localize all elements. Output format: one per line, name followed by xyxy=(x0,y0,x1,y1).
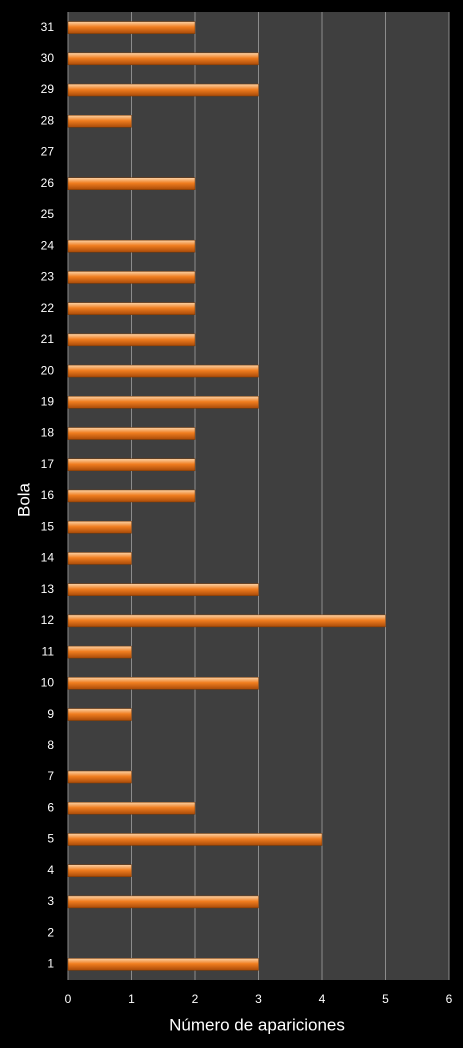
y-tick-label: 22 xyxy=(41,301,55,315)
x-tick-label: 1 xyxy=(128,992,135,1006)
y-tick-label: 8 xyxy=(47,738,54,752)
bar xyxy=(67,802,196,815)
y-tick-label: 19 xyxy=(41,394,55,408)
bar xyxy=(67,302,196,315)
y-tick-label: 25 xyxy=(41,207,55,221)
bar xyxy=(67,83,259,97)
bar xyxy=(67,239,196,253)
bar xyxy=(67,614,386,628)
y-tick-label: 18 xyxy=(41,426,55,440)
bar xyxy=(67,52,259,66)
x-axis-title: Número de apariciones xyxy=(169,1015,345,1034)
y-tick-label: 15 xyxy=(41,519,55,533)
bar xyxy=(67,645,132,659)
bar xyxy=(67,770,132,784)
y-tick-label: 12 xyxy=(41,613,55,627)
bar xyxy=(67,520,132,534)
y-tick-label: 23 xyxy=(41,270,55,284)
y-tick-label: 3 xyxy=(47,894,54,908)
bar xyxy=(67,177,196,190)
y-tick-label: 5 xyxy=(47,832,54,846)
bar xyxy=(67,427,196,440)
bar xyxy=(67,708,132,721)
y-tick-label: 27 xyxy=(41,145,55,159)
y-tick-label: 11 xyxy=(42,644,55,658)
x-tick-label: 4 xyxy=(319,992,326,1006)
bar xyxy=(67,583,259,596)
y-tick-label: 1 xyxy=(47,957,54,971)
y-tick-label: 21 xyxy=(41,332,55,346)
y-tick-label: 6 xyxy=(47,800,54,814)
bar xyxy=(67,489,196,503)
y-tick-label: 17 xyxy=(41,457,55,471)
bar xyxy=(67,895,259,909)
bar xyxy=(67,958,259,971)
bar xyxy=(67,677,259,690)
x-tick-label: 0 xyxy=(65,992,72,1006)
bar xyxy=(67,864,132,877)
y-tick-label: 20 xyxy=(41,363,55,377)
y-tick-label: 26 xyxy=(41,176,55,190)
bar xyxy=(67,396,259,409)
y-tick-label: 14 xyxy=(41,551,55,565)
bar xyxy=(67,458,196,472)
bar xyxy=(67,115,132,128)
bar xyxy=(67,333,196,347)
y-tick-label: 2 xyxy=(47,925,54,939)
y-tick-label: 29 xyxy=(41,82,55,96)
y-tick-label: 10 xyxy=(41,676,55,690)
y-tick-label: 16 xyxy=(41,488,55,502)
bar xyxy=(67,552,132,565)
bar xyxy=(67,21,196,34)
y-tick-label: 4 xyxy=(47,863,54,877)
y-tick-label: 9 xyxy=(47,707,54,721)
x-tick-label: 2 xyxy=(192,992,199,1006)
y-axis-title: Bola xyxy=(14,482,33,517)
y-tick-label: 7 xyxy=(47,769,54,783)
x-tick-label: 6 xyxy=(446,992,453,1006)
x-tick-label: 3 xyxy=(255,992,262,1006)
bar xyxy=(67,271,196,284)
y-tick-label: 31 xyxy=(41,20,55,34)
y-tick-label: 28 xyxy=(41,113,55,127)
bar xyxy=(67,364,259,378)
y-tick-label: 13 xyxy=(41,582,55,596)
y-tick-label: 24 xyxy=(41,238,55,252)
x-tick-label: 5 xyxy=(382,992,389,1006)
y-tick-label: 30 xyxy=(41,51,55,65)
bar xyxy=(67,833,323,846)
